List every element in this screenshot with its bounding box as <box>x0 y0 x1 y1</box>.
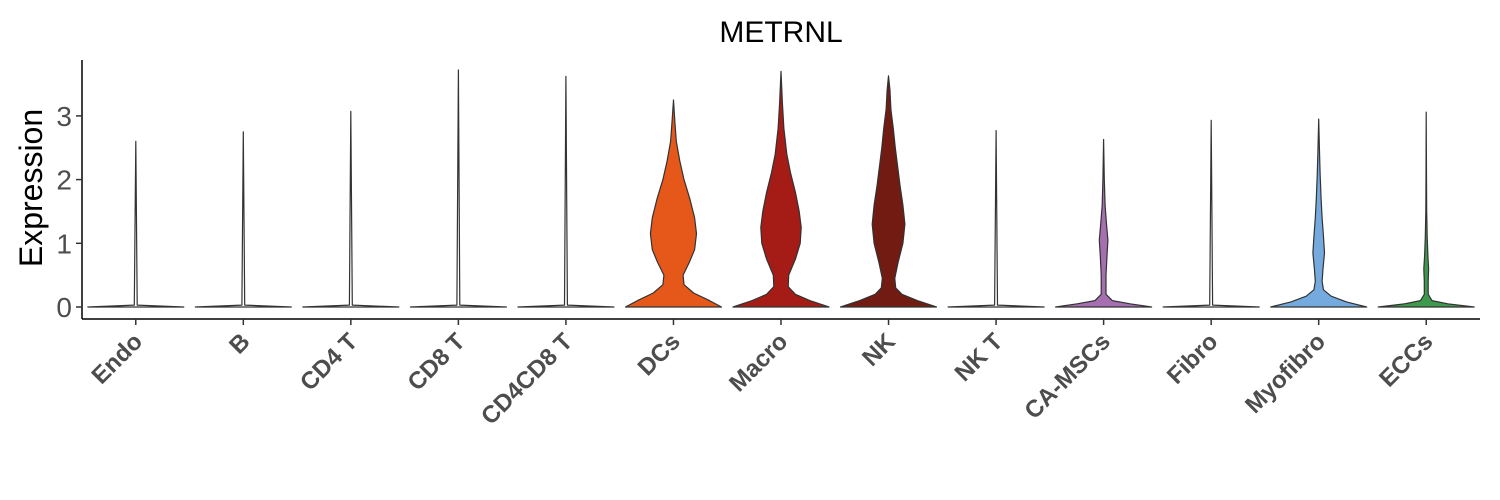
x-tick-label: CD4CD8 T <box>476 328 578 430</box>
violin-dcs <box>624 99 723 308</box>
violin-nk <box>839 75 938 308</box>
y-tick-label: 1 <box>56 228 72 259</box>
x-tick-label: NK T <box>950 328 1009 387</box>
violin-eccs <box>1377 111 1475 308</box>
x-tick-label: CA-MSCs <box>1019 328 1115 424</box>
y-axis-ticks: 0 1 2 3 <box>56 101 82 323</box>
violin-group <box>87 69 1475 308</box>
y-tick-label: 3 <box>56 101 72 132</box>
x-tick-label: Macro <box>724 328 793 397</box>
violin-myofibro <box>1270 118 1368 308</box>
y-tick-label: 2 <box>56 165 72 196</box>
violin-cd4cd8-t <box>517 75 615 308</box>
violin-fibro <box>1162 119 1260 308</box>
y-tick-label: 0 <box>56 292 72 323</box>
x-tick-label: B <box>224 328 255 359</box>
chart-title: METRNL <box>719 16 842 49</box>
violin-macro <box>732 70 830 308</box>
violin-cd8-t <box>409 69 507 308</box>
violin-nk-t <box>947 130 1045 308</box>
x-tick-label: Fibro <box>1162 328 1224 390</box>
violin-endo <box>87 140 185 308</box>
x-tick-label: Endo <box>86 328 148 390</box>
x-tick-label: ECCs <box>1374 328 1438 392</box>
violin-cd4-t <box>302 110 400 308</box>
violin-b <box>194 131 292 308</box>
x-tick-label: CD8 T <box>403 328 471 396</box>
x-axis-ticks: Endo B CD4 T CD8 T CD4CD8 T DCs Macro NK NK T CA-… <box>86 319 1438 430</box>
violin-ca-mscs <box>1055 138 1153 308</box>
x-tick-label: Myofibro <box>1240 328 1331 419</box>
x-tick-label: CD4 T <box>295 328 363 396</box>
y-axis-label: Expression <box>13 109 49 267</box>
x-tick-label: DCs <box>633 328 686 381</box>
x-tick-label: NK <box>857 328 901 372</box>
